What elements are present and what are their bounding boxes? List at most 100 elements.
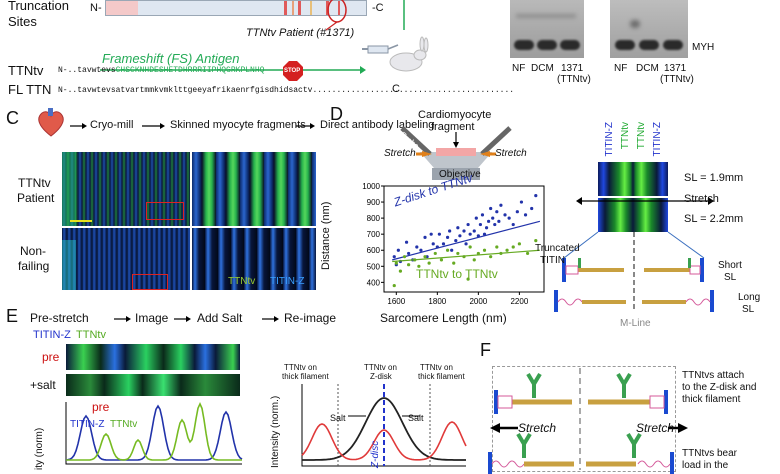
scatter-point-1	[456, 226, 460, 230]
scatter-point-2	[466, 277, 470, 281]
ann1-line2: thick filament	[282, 372, 329, 381]
panel-e-letter: E	[6, 306, 19, 326]
scatter-point-1	[464, 242, 468, 246]
lane-dcm-1: DCM	[531, 63, 554, 74]
scatter-point-2	[505, 248, 509, 252]
western-blot-2	[610, 0, 688, 58]
legend-titin-e: TITIN-Z	[33, 329, 71, 341]
scatter-point-1	[429, 232, 433, 236]
scatter-point-2	[482, 248, 487, 252]
salt-left-label: Salt	[330, 413, 346, 423]
scatter-point-1	[491, 216, 495, 220]
scatter-point-2	[517, 242, 521, 246]
row-non: Non-	[20, 244, 47, 258]
scatter-point-1	[474, 216, 478, 220]
ann2-line2: Z-disk	[370, 372, 392, 381]
y-tick-label: 500	[367, 262, 381, 271]
salt-row-label: +salt	[30, 378, 56, 392]
row-ttntv: TTNtv	[18, 176, 51, 190]
scatter-xlabel: Sarcomere Length (nm)	[380, 311, 507, 325]
scatter-point-1	[437, 232, 441, 236]
pre-salt-curve	[302, 397, 466, 461]
f-bear-line2: load in the	[682, 460, 729, 471]
y-tick-label: 900	[367, 198, 381, 207]
myh-label: MYH	[692, 42, 715, 53]
profile-ttntv-label: TTNtv	[110, 419, 138, 430]
x-tick-label: 1800	[428, 297, 446, 306]
scatter-point-2	[525, 251, 530, 256]
ann3-line2: thick filament	[418, 372, 465, 381]
nonfailing-zoom-image	[192, 228, 316, 290]
scatter-point-2	[398, 269, 403, 273]
scatter-point-2	[392, 283, 396, 288]
y-tick-label: 800	[367, 214, 381, 223]
series2-label: TTNtv to TTNtv	[416, 267, 498, 281]
panel-f-letter: F	[480, 340, 491, 360]
plot-frame	[383, 185, 545, 293]
scatter-point-2	[452, 261, 456, 265]
fl-c-terminus: C	[392, 83, 400, 95]
f-stretch-right: Stretch	[636, 421, 675, 435]
scatter-point-1	[441, 242, 446, 246]
ann3-line1: TTNtv on	[420, 363, 453, 372]
scatter-point-2	[472, 258, 476, 262]
scatter-point-2	[511, 245, 515, 249]
scatter-point-2	[439, 258, 444, 262]
sl-long-label: SL = 2.2mm	[684, 213, 744, 225]
salt-intensity-plot	[301, 384, 467, 467]
step-prestretch: Pre-stretch	[30, 311, 89, 325]
scatter-point-1	[419, 248, 423, 252]
long-label: Long	[738, 292, 761, 303]
syringe-icon	[362, 44, 399, 54]
fragment-label: fragment	[431, 121, 475, 133]
stop-sign-icon	[283, 61, 303, 81]
objective-label: Objective	[439, 169, 481, 180]
y-tick-label: 1000	[362, 182, 380, 191]
panel-f-schematic	[488, 368, 674, 474]
post-salt-curve	[301, 421, 467, 461]
stretch-right-d: Stretch	[495, 148, 527, 159]
short-sl-label: SL	[724, 272, 737, 283]
scatter-point-1	[431, 242, 435, 246]
col-ttntv-1: TTNtv	[620, 122, 631, 150]
scatter-point-2	[433, 251, 437, 256]
scatter-point-2	[394, 261, 398, 265]
scatter-point-1	[404, 240, 409, 244]
stretch-schematic	[400, 126, 512, 180]
f-stretch-left: Stretch	[518, 421, 557, 435]
profile-titin-label: TITIN-Z	[70, 419, 105, 430]
row-patient: Patient	[17, 191, 55, 205]
titin-profile-line	[65, 404, 243, 461]
sites-label: Sites	[8, 14, 37, 29]
scatter-point-1	[519, 200, 524, 204]
scatter-point-1	[448, 229, 452, 233]
f-attach-line1: TTNtvs attach	[682, 370, 745, 381]
frameshift-antigen-label: Frameshift (FS) Antigen	[102, 51, 240, 66]
legend-titin-c: TITIN-Z	[270, 276, 305, 287]
lane-dcm-2: DCM	[636, 63, 659, 74]
scatter-point-2	[468, 245, 472, 249]
profile-pre-label: pre	[92, 400, 110, 414]
panel-e-flow-arrows	[114, 316, 279, 322]
scatter-point-1	[396, 248, 400, 252]
step-labeling: Direct antibody labeling	[320, 119, 435, 131]
lane-nf-1: NF	[512, 63, 526, 74]
panel-f-stretch-arrows	[490, 423, 688, 433]
western-blot-1	[510, 0, 584, 58]
scatter-point-2	[534, 239, 538, 243]
ttntv-profile-line	[66, 401, 242, 461]
x-tick-label: 2000	[469, 297, 487, 306]
scatter-point-1	[534, 194, 538, 198]
scatter-point-1	[454, 239, 458, 243]
n-terminus: N-	[90, 2, 102, 14]
stretch-left-d: Stretch	[384, 148, 416, 159]
pre-salt-image	[66, 344, 240, 370]
y-tick-label: 600	[367, 246, 381, 255]
step-image: Image	[135, 311, 169, 325]
sarcomere-image-long	[598, 198, 668, 232]
col-titin-z-1: TITIN-Z	[604, 122, 615, 157]
ttntv-sequence: N-..tavwtevsCHSCKNHDESHETDHRRRIIPHQGRKPL…	[58, 66, 265, 75]
panel-c-letter: C	[6, 108, 19, 128]
scatter-point-2	[417, 264, 421, 268]
